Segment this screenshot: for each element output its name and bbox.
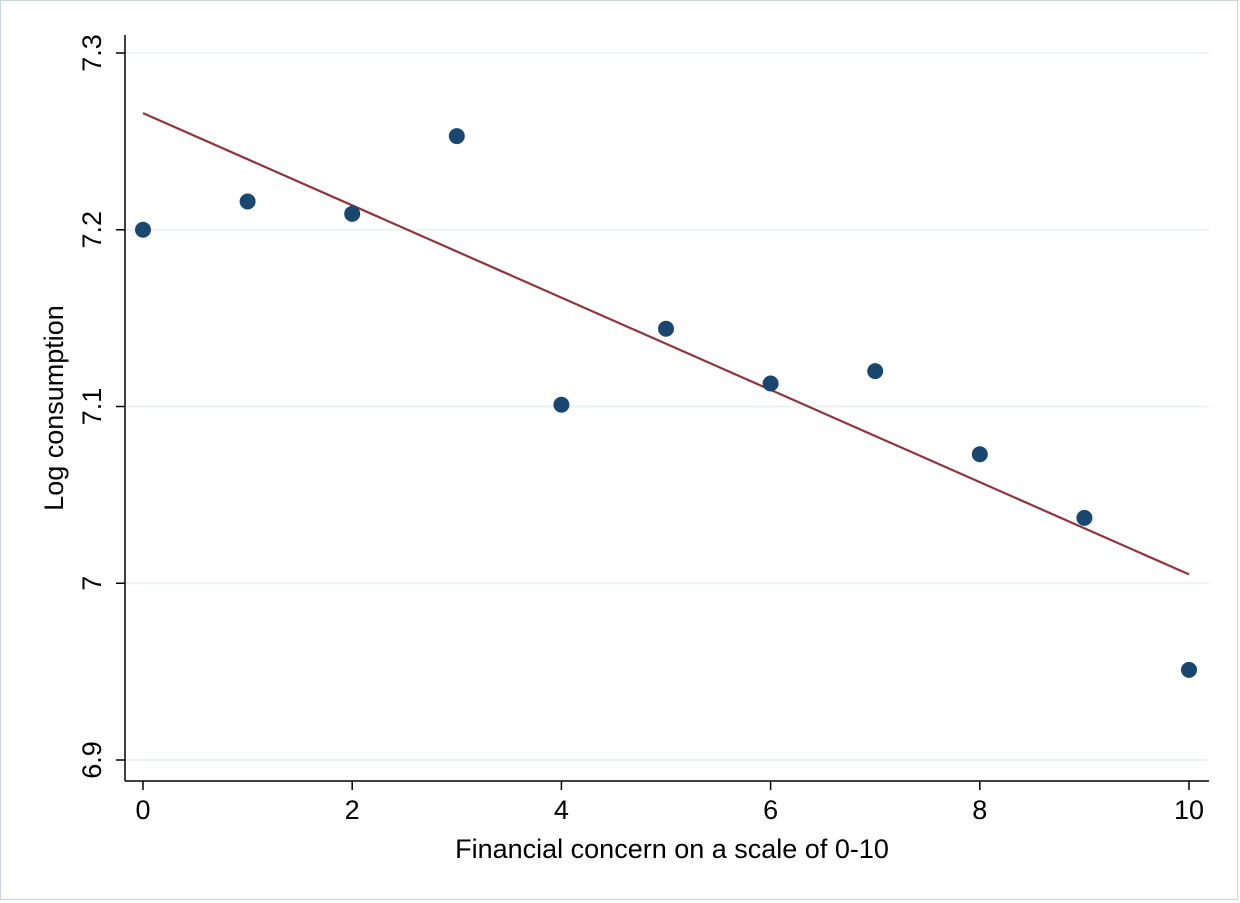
data-point <box>867 363 884 380</box>
x-tick-label: 10 <box>1174 795 1204 825</box>
y-axis-title: Log consumption <box>39 305 69 511</box>
data-point <box>448 128 465 145</box>
data-point <box>762 375 779 392</box>
data-point <box>553 396 570 413</box>
y-tick-label: 7.1 <box>77 388 107 426</box>
data-point <box>239 193 256 210</box>
data-point <box>658 320 674 337</box>
x-tick-label: 6 <box>763 795 778 825</box>
x-tick-label: 0 <box>135 795 150 825</box>
x-tick-label: 8 <box>972 795 987 825</box>
axes <box>116 35 1209 790</box>
gridlines <box>125 52 1209 761</box>
data-point <box>1076 509 1093 526</box>
data-point <box>135 221 151 238</box>
fit-line <box>142 112 1190 576</box>
x-tick-label: 2 <box>345 795 360 825</box>
fit-line-group <box>142 112 1190 576</box>
y-tick-label: 7.3 <box>77 34 107 72</box>
data-points <box>135 128 1197 678</box>
x-axis-title: Financial concern on a scale of 0-10 <box>455 834 889 864</box>
data-point <box>344 205 361 222</box>
y-tick-label: 7 <box>77 576 107 591</box>
y-tick-label: 7.2 <box>77 211 107 249</box>
y-tick-label: 6.9 <box>77 741 107 779</box>
data-point <box>1181 661 1197 678</box>
x-tick-label: 4 <box>554 795 569 825</box>
axis-labels: Financial concern on a scale of 0-10 Log… <box>39 34 1204 864</box>
data-point <box>971 446 988 463</box>
